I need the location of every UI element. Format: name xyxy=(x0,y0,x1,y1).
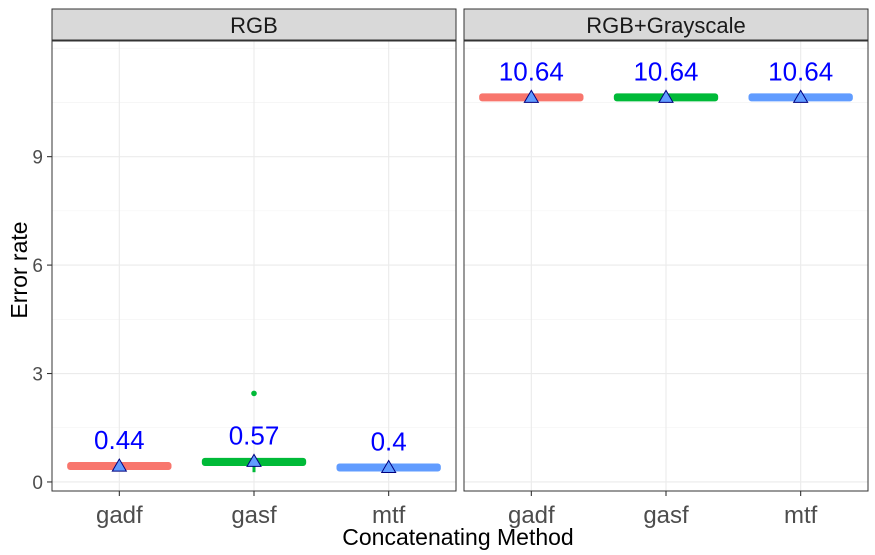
mean-marker xyxy=(792,89,809,103)
x-tick-label: gadf xyxy=(96,502,143,529)
y-axis: 0 3 6 9 xyxy=(32,148,52,494)
box-gasf: 0.57 xyxy=(201,390,307,473)
mean-marker xyxy=(380,459,397,474)
box-gasf: 10.64 xyxy=(613,56,719,103)
facet-panel: RGB+Grayscale 10.64 10.64 10.64 gadf gasf mtf xyxy=(463,8,869,529)
box-mtf: 10.64 xyxy=(748,56,853,103)
mean-marker xyxy=(523,89,540,103)
mean-label: 0.57 xyxy=(229,420,280,450)
mean-marker xyxy=(658,89,674,103)
mean-label: 10.64 xyxy=(768,56,833,86)
x-tick-label: gasf xyxy=(231,502,277,529)
box-gadf: 10.64 xyxy=(479,56,584,103)
facet-panel: RGB 0.44 0.57 0.4 gadf gasf mtf xyxy=(51,8,457,529)
y-tick-label: 0 xyxy=(32,473,43,494)
outlier-point xyxy=(251,390,257,397)
x-tick-label: mtf xyxy=(372,502,406,529)
mean-label: 0.44 xyxy=(94,425,145,455)
mean-label: 10.64 xyxy=(499,56,564,86)
y-tick-label: 6 xyxy=(32,256,43,277)
x-axis-title: Concatenating Method xyxy=(342,524,573,550)
mean-marker xyxy=(246,453,262,467)
y-tick-label: 9 xyxy=(32,148,43,169)
facet-strip xyxy=(463,8,869,41)
y-tick-label: 3 xyxy=(32,365,43,386)
facet-strip-label: RGB+Grayscale xyxy=(586,13,746,38)
y-axis-title: Error rate xyxy=(6,221,32,318)
facet-strip xyxy=(51,8,457,41)
box-mtf: 0.4 xyxy=(336,427,441,474)
mean-label: 0.4 xyxy=(371,427,407,457)
x-tick-label: gadf xyxy=(508,502,555,529)
mean-label: 10.64 xyxy=(633,56,698,86)
x-tick-label: gasf xyxy=(643,502,689,529)
facet-strip-label: RGB xyxy=(230,13,278,38)
box-gadf: 0.44 xyxy=(67,425,172,472)
x-tick-label: mtf xyxy=(784,502,818,529)
mean-marker xyxy=(111,458,128,472)
facet-panels: RGB 0.44 0.57 0.4 gadf gasf mtf RGB+Grayscale 10… xyxy=(51,8,869,529)
